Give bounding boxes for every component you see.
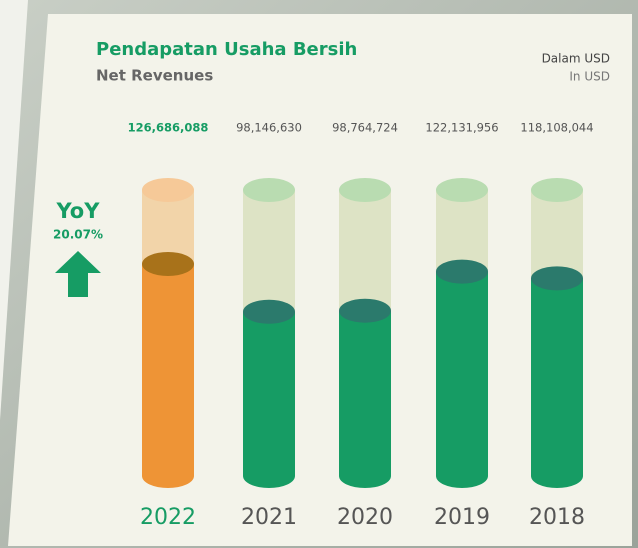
bar bbox=[436, 271, 488, 476]
up-arrow bbox=[55, 251, 101, 297]
value-label: 126,686,088 bbox=[128, 121, 209, 135]
left-panel bbox=[0, 0, 28, 420]
bar-top bbox=[436, 259, 488, 284]
bar-top bbox=[142, 252, 194, 276]
x-tick-label: 2021 bbox=[241, 505, 297, 530]
value-label: 98,764,724 bbox=[332, 121, 398, 135]
bar-top bbox=[339, 298, 391, 323]
yoy-title: YoY bbox=[56, 199, 101, 223]
unit-label: Dalam USD bbox=[542, 52, 610, 66]
bar-top bbox=[243, 299, 295, 324]
cylinder-shell-top bbox=[243, 178, 295, 202]
x-tick-label: 2019 bbox=[434, 505, 490, 530]
value-label: 118,108,044 bbox=[520, 121, 593, 135]
bar bbox=[531, 278, 583, 476]
chart-subtitle: Net Revenues bbox=[96, 67, 213, 85]
x-tick-label: 2018 bbox=[529, 505, 585, 530]
bar bbox=[142, 264, 194, 476]
bar bbox=[339, 310, 391, 476]
value-label: 98,146,630 bbox=[236, 121, 302, 135]
unit-label-en: In USD bbox=[569, 70, 610, 84]
x-tick-label: 2022 bbox=[140, 505, 196, 530]
cylinder-shell-top bbox=[531, 178, 583, 202]
bar bbox=[243, 311, 295, 476]
yoy-value: 20.07% bbox=[53, 228, 103, 242]
cylinder-shell-top bbox=[339, 178, 391, 202]
cylinder-shell-top bbox=[142, 178, 194, 202]
cylinder-shell-top bbox=[436, 178, 488, 202]
bar-top bbox=[531, 266, 583, 291]
chart-title: Pendapatan Usaha Bersih bbox=[96, 39, 357, 60]
value-label: 122,131,956 bbox=[425, 121, 498, 135]
x-tick-label: 2020 bbox=[337, 505, 393, 530]
